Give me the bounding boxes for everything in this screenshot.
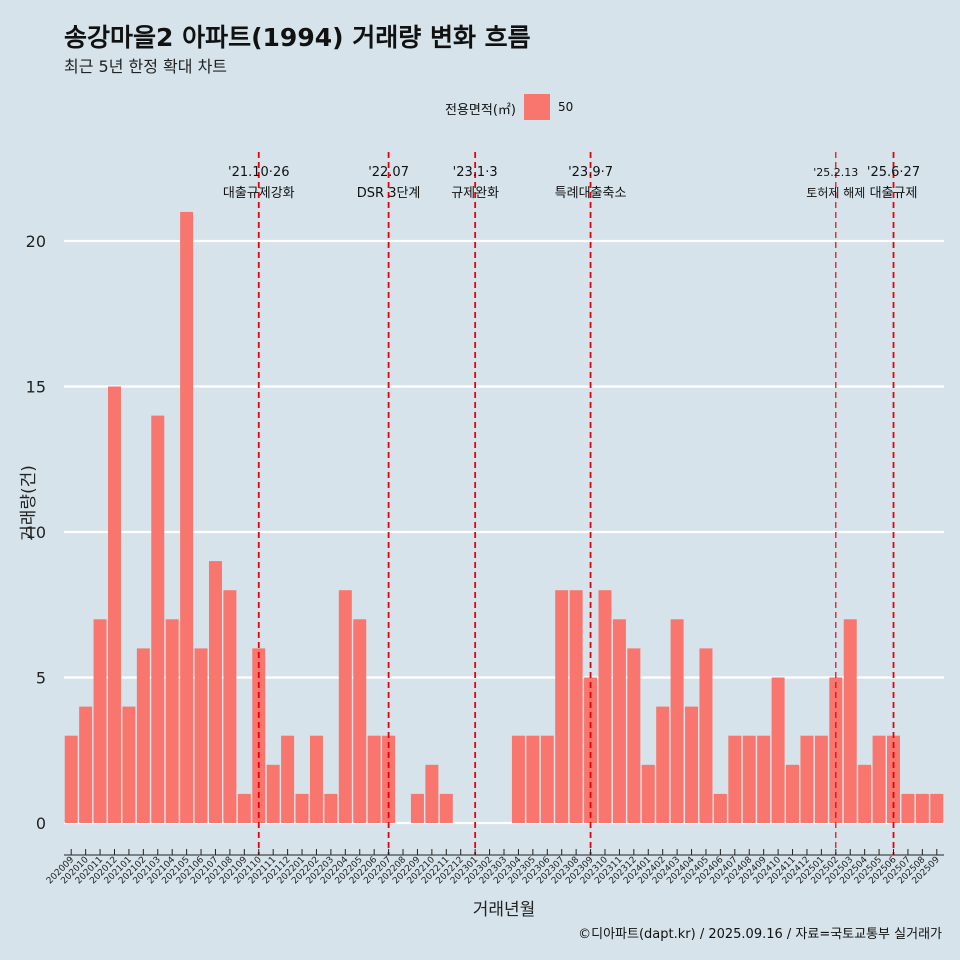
event-date: '22.07 (368, 165, 409, 180)
bar (887, 735, 900, 823)
bar (641, 764, 655, 823)
bar (410, 793, 424, 823)
bar (223, 590, 237, 823)
bar (79, 706, 93, 823)
bar (180, 211, 194, 823)
event-date: '23.1·3 (453, 165, 498, 180)
y-tick-label: 0 (36, 814, 46, 833)
legend-swatch (524, 94, 550, 120)
bar (266, 764, 280, 823)
event-label: DSR 3단계 (357, 186, 421, 201)
bar (915, 793, 929, 823)
x-axis-label: 거래년월 (473, 900, 536, 920)
chart-subtitle: 최근 5년 한정 확대 차트 (64, 57, 228, 76)
event-label: 대출규제강화 (223, 186, 295, 201)
bar (627, 648, 641, 823)
bar (526, 735, 540, 823)
bar (237, 793, 251, 823)
bar (858, 764, 872, 823)
bar (108, 386, 121, 823)
bar (93, 619, 107, 823)
bar (829, 677, 843, 823)
event-label: 규제완화 (451, 186, 499, 201)
bar (814, 735, 828, 823)
bar (122, 706, 136, 823)
bar (901, 793, 915, 823)
x-axis: 2020092020102020112020122021012021022021… (45, 849, 944, 886)
bar (165, 619, 179, 823)
bar (872, 735, 886, 823)
bar (208, 561, 222, 823)
y-tick-label: 5 (36, 669, 46, 688)
bar (786, 764, 800, 823)
bar (742, 735, 756, 823)
bar (295, 793, 309, 823)
legend-title: 전용면적(㎡) (445, 103, 516, 118)
bar (367, 735, 381, 823)
bar (281, 735, 295, 823)
bar (338, 590, 352, 823)
bar (713, 793, 727, 823)
y-axis: 0 5 10 15 20 (26, 232, 46, 833)
event-date: '23.9·7 (568, 165, 613, 180)
bar (136, 648, 150, 823)
event-label: 대출규제 (870, 186, 918, 201)
event-markers: '21.10·26 대출규제강화 '22.07 DSR 3단계 '23.1·3 규제완화 '… (223, 152, 920, 855)
event-label: 특례대출축소 (555, 186, 627, 201)
bar (612, 619, 626, 823)
bar (800, 735, 814, 823)
bar (324, 793, 338, 823)
event-date: '25.6·27 (867, 165, 920, 180)
bar (439, 793, 453, 823)
bar (699, 648, 713, 823)
event-date: '21.10·26 (228, 165, 289, 180)
bar (309, 735, 323, 823)
bar (540, 735, 554, 823)
event-date: '25.2.13 (813, 166, 858, 179)
bar (685, 706, 699, 823)
bar (382, 735, 396, 823)
y-tick-label: 10 (26, 523, 46, 542)
bar (569, 590, 583, 823)
bar (930, 793, 944, 823)
event-label: 토허제 해제 (806, 186, 865, 200)
legend: 전용면적(㎡) 50 (0, 92, 960, 122)
bar (771, 677, 785, 823)
bar (843, 619, 857, 823)
bar (728, 735, 742, 823)
bar (656, 706, 670, 823)
bar (598, 590, 612, 823)
bar (353, 619, 367, 823)
bar (757, 735, 771, 823)
bar (64, 735, 78, 823)
y-tick-label: 20 (26, 232, 46, 251)
bar (151, 415, 165, 823)
bar (555, 590, 569, 823)
bar (425, 764, 439, 823)
bars (64, 211, 944, 823)
bar (194, 648, 208, 823)
legend-label: 50 (558, 100, 574, 114)
caption: ©디아파트(dapt.kr) / 2025.09.16 / 자료=국토교통부 실… (578, 927, 942, 942)
y-tick-label: 15 (26, 378, 46, 397)
bar (584, 677, 598, 823)
y-axis-label: 거래량(건) (19, 465, 39, 541)
bar (511, 735, 525, 823)
chart-title: 송강마을2 아파트(1994) 거래량 변화 흐름 (64, 23, 531, 52)
bar (670, 619, 684, 823)
